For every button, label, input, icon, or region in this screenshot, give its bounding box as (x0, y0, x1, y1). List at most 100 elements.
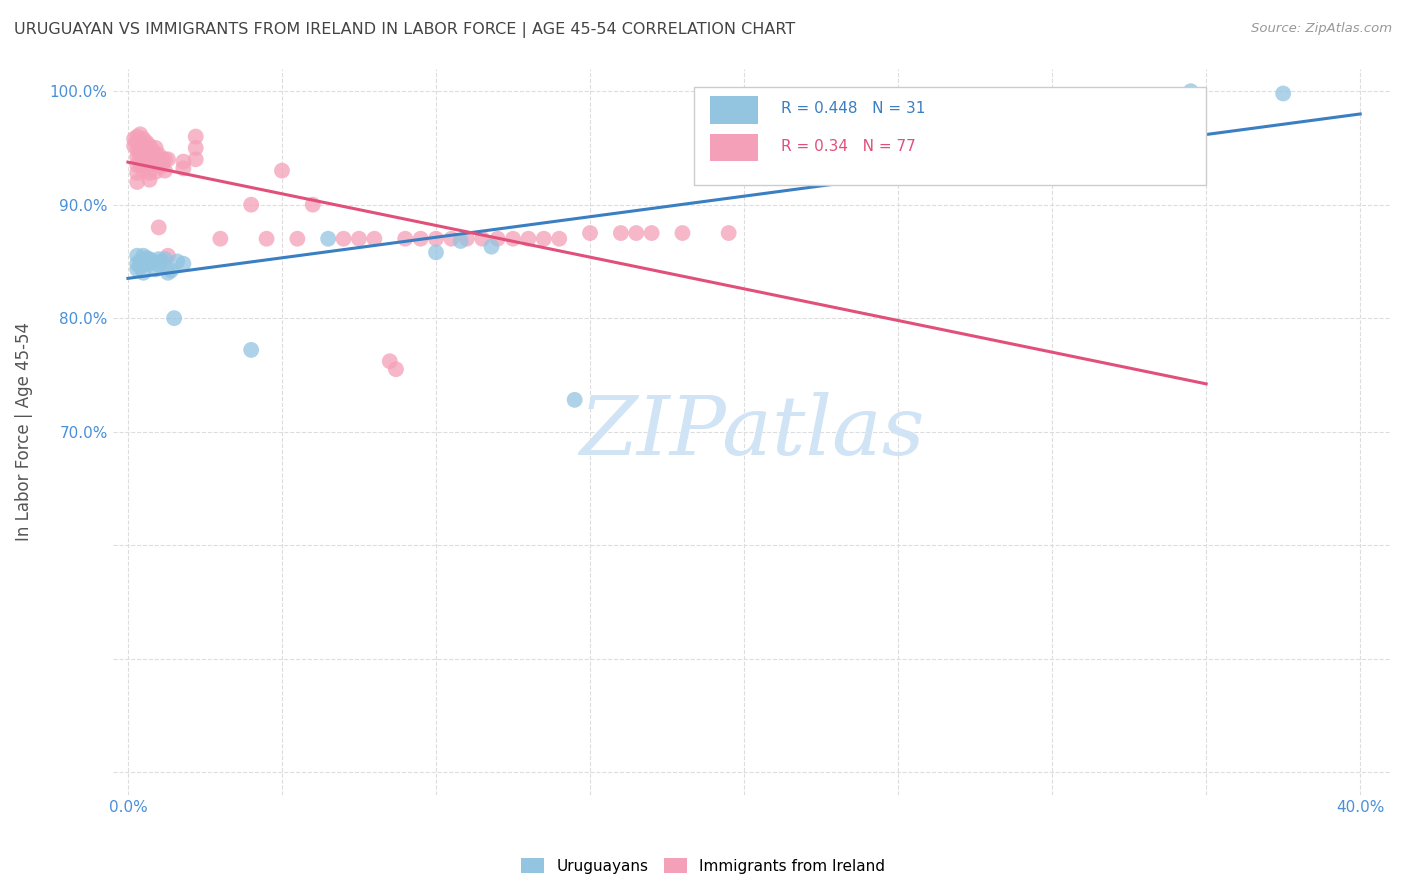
Point (127, 175, 149, 189)
Point (138, 252, 160, 267)
Text: R = 0.34   N = 77: R = 0.34 N = 77 (782, 139, 915, 153)
Point (517, 232, 540, 246)
FancyBboxPatch shape (710, 96, 758, 124)
FancyBboxPatch shape (695, 87, 1205, 185)
Point (271, 163, 294, 178)
Point (717, 226, 740, 240)
Point (156, 249, 179, 263)
Point (135, 154, 157, 169)
Point (548, 232, 571, 246)
Point (160, 263, 183, 277)
Point (138, 166, 160, 180)
Text: R = 0.448   N = 31: R = 0.448 N = 31 (782, 101, 925, 116)
Point (132, 266, 155, 280)
Point (184, 129, 207, 144)
Point (671, 226, 693, 240)
Point (129, 158, 152, 172)
Point (138, 138, 160, 153)
Point (150, 153, 173, 167)
Point (166, 254, 188, 268)
Point (153, 252, 176, 267)
Point (132, 258, 155, 272)
Y-axis label: In Labor Force | Age 45-54: In Labor Force | Age 45-54 (15, 322, 32, 541)
Point (138, 257, 160, 271)
Point (127, 143, 149, 157)
Point (129, 128, 152, 142)
FancyBboxPatch shape (710, 134, 758, 161)
Point (127, 249, 149, 263)
Point (425, 232, 447, 246)
Point (148, 147, 170, 161)
Point (142, 153, 165, 167)
Point (135, 150, 157, 164)
Point (150, 159, 173, 173)
Point (153, 153, 176, 167)
Point (148, 252, 170, 267)
Point (184, 141, 207, 155)
Point (1180, 84, 1202, 98)
Point (122, 138, 145, 153)
Point (127, 129, 149, 144)
Point (150, 254, 173, 268)
Point (385, 362, 408, 376)
Point (610, 226, 633, 240)
Point (450, 234, 472, 248)
Point (184, 153, 207, 167)
Point (316, 232, 339, 246)
Point (135, 143, 157, 157)
Point (135, 135, 157, 149)
Point (240, 343, 263, 357)
Point (145, 149, 167, 163)
Point (145, 165, 167, 179)
Point (456, 232, 478, 246)
Text: Source: ZipAtlas.com: Source: ZipAtlas.com (1251, 22, 1392, 36)
Point (256, 232, 278, 246)
Point (127, 150, 149, 164)
Point (138, 146, 160, 161)
Point (129, 135, 152, 149)
Point (156, 153, 179, 167)
Point (533, 232, 555, 246)
Text: URUGUAYAN VS IMMIGRANTS FROM IRELAND IN LABOR FORCE | AGE 45-54 CORRELATION CHAR: URUGUAYAN VS IMMIGRANTS FROM IRELAND IN … (14, 22, 796, 38)
Legend: Uruguayans, Immigrants from Ireland: Uruguayans, Immigrants from Ireland (515, 852, 891, 880)
Point (347, 232, 370, 246)
Point (148, 157, 170, 171)
Point (127, 166, 149, 180)
Point (481, 240, 503, 254)
Point (471, 232, 494, 246)
Point (153, 163, 176, 178)
Point (132, 163, 155, 178)
Point (640, 226, 662, 240)
Point (142, 254, 165, 268)
Point (156, 266, 179, 280)
Point (172, 154, 194, 169)
Point (138, 172, 160, 186)
Point (129, 150, 152, 164)
Point (209, 232, 232, 246)
Point (148, 258, 170, 272)
Point (135, 251, 157, 265)
Point (138, 158, 160, 172)
Point (717, 166, 740, 180)
Point (486, 232, 509, 246)
Point (502, 232, 524, 246)
Point (132, 249, 155, 263)
Point (564, 392, 586, 407)
Point (363, 232, 385, 246)
Point (378, 354, 401, 368)
Point (127, 158, 149, 172)
Point (127, 135, 149, 149)
Point (394, 232, 416, 246)
Point (145, 157, 167, 171)
Point (132, 149, 155, 163)
Point (132, 154, 155, 169)
Point (440, 232, 463, 246)
Point (122, 132, 145, 146)
Point (129, 143, 152, 157)
Point (127, 257, 149, 271)
Point (145, 262, 167, 277)
Point (301, 197, 323, 211)
Point (425, 245, 447, 260)
Point (142, 143, 165, 157)
Point (579, 226, 602, 240)
